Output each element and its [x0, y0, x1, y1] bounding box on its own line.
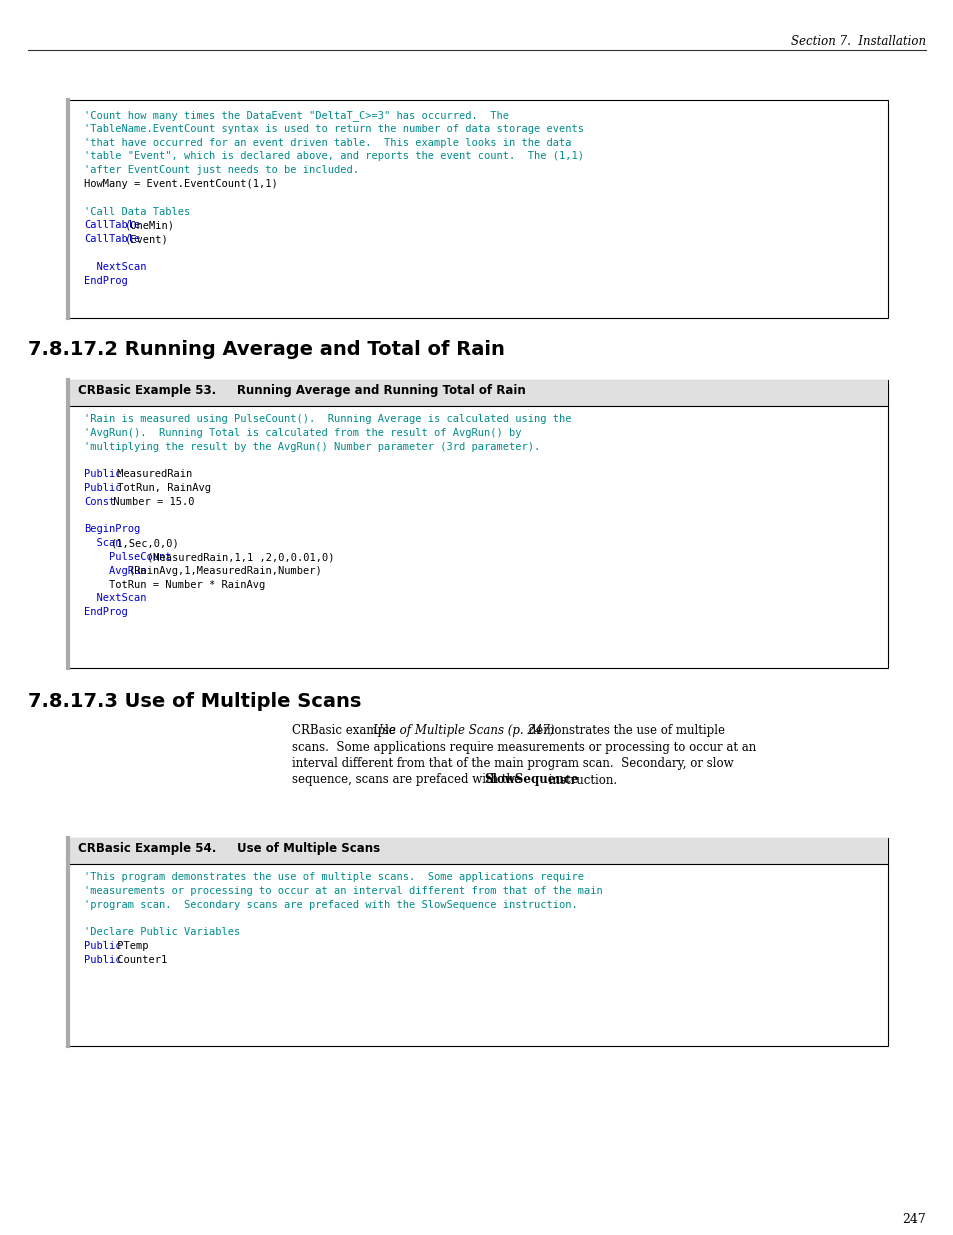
Bar [68, 380, 887, 406]
Text: NextScan: NextScan [84, 593, 147, 604]
Text: 247: 247 [902, 1213, 925, 1226]
Text: CRBasic example: CRBasic example [292, 724, 399, 737]
Bar [68, 839, 887, 864]
Text: (MeasuredRain,1,1 ,2,0,0.01,0): (MeasuredRain,1,1 ,2,0,0.01,0) [147, 552, 335, 562]
Text: Scan: Scan [84, 538, 121, 548]
Text: Public: Public [84, 469, 121, 479]
Text: 'multiplying the result by the AvgRun() Number parameter (3rd parameter).: 'multiplying the result by the AvgRun() … [84, 442, 539, 452]
Bar [68, 839, 887, 1046]
Text: CRBasic Example 53.     Running Average and Running Total of Rain: CRBasic Example 53. Running Average and … [78, 384, 525, 396]
Text: AvgRun: AvgRun [84, 566, 147, 576]
Text: 'TableName.EventCount syntax is used to return the number of data storage events: 'TableName.EventCount syntax is used to … [84, 124, 583, 133]
Text: (Event): (Event) [125, 235, 169, 245]
Text: NextScan: NextScan [84, 262, 147, 272]
Text: CallTable: CallTable [84, 235, 140, 245]
Text: Use of Multiple Scans (p. 247): Use of Multiple Scans (p. 247) [373, 724, 554, 737]
Text: (OneMin): (OneMin) [125, 220, 174, 231]
Text: Counter1: Counter1 [111, 955, 167, 965]
Text: Section 7.  Installation: Section 7. Installation [790, 35, 925, 48]
Text: MeasuredRain: MeasuredRain [111, 469, 193, 479]
Text: TotRun = Number * RainAvg: TotRun = Number * RainAvg [84, 579, 265, 589]
Text: 'Call Data Tables: 'Call Data Tables [84, 206, 190, 216]
Text: Public: Public [84, 955, 121, 965]
Text: 'Count how many times the DataEvent "DeltaT_C>=3" has occurred.  The: 'Count how many times the DataEvent "Del… [84, 110, 509, 121]
Text: 'This program demonstrates the use of multiple scans.  Some applications require: 'This program demonstrates the use of mu… [84, 872, 583, 882]
Text: 'Rain is measured using PulseCount().  Running Average is calculated using the: 'Rain is measured using PulseCount(). Ru… [84, 414, 571, 424]
Text: PulseCount: PulseCount [84, 552, 172, 562]
Text: (RainAvg,1,MeasuredRain,Number): (RainAvg,1,MeasuredRain,Number) [129, 566, 323, 576]
Text: 'program scan.  Secondary scans are prefaced with the SlowSequence instruction.: 'program scan. Secondary scans are prefa… [84, 899, 578, 910]
Text: (1,Sec,0,0): (1,Sec,0,0) [111, 538, 180, 548]
Text: PTemp: PTemp [111, 941, 149, 951]
Text: 'AvgRun().  Running Total is calculated from the result of AvgRun() by: 'AvgRun(). Running Total is calculated f… [84, 427, 521, 437]
Text: TotRun, RainAvg: TotRun, RainAvg [111, 483, 211, 493]
Bar [68, 380, 887, 668]
Text: Public: Public [84, 941, 121, 951]
Text: 'after EventCount just needs to be included.: 'after EventCount just needs to be inclu… [84, 165, 358, 175]
Text: EndProg: EndProg [84, 608, 128, 618]
Text: Public: Public [84, 483, 121, 493]
Text: 'table "Event", which is declared above, and reports the event count.  The (1,1): 'table "Event", which is declared above,… [84, 152, 583, 162]
Text: Number = 15.0: Number = 15.0 [107, 496, 193, 506]
Text: Const: Const [84, 496, 115, 506]
Text: 7.8.17.2 Running Average and Total of Rain: 7.8.17.2 Running Average and Total of Ra… [28, 340, 504, 359]
Text: CallTable: CallTable [84, 220, 140, 231]
Text: interval different from that of the main program scan.  Secondary, or slow: interval different from that of the main… [292, 757, 733, 769]
Text: EndProg: EndProg [84, 275, 128, 285]
Text: CRBasic Example 54.     Use of Multiple Scans: CRBasic Example 54. Use of Multiple Scan… [78, 842, 379, 855]
Bar [68, 100, 887, 317]
Text: sequence, scans are prefaced with the: sequence, scans are prefaced with the [292, 773, 524, 787]
Text: 'Declare Public Variables: 'Declare Public Variables [84, 927, 240, 937]
Text: HowMany = Event.EventCount(1,1): HowMany = Event.EventCount(1,1) [84, 179, 277, 189]
Text: demonstrates the use of multiple: demonstrates the use of multiple [524, 724, 724, 737]
Text: SlowSequence: SlowSequence [484, 773, 578, 787]
Text: 'that have occurred for an event driven table.  This example looks in the data: 'that have occurred for an event driven … [84, 137, 571, 148]
Text: 7.8.17.3 Use of Multiple Scans: 7.8.17.3 Use of Multiple Scans [28, 692, 361, 711]
Text: 'measurements or processing to occur at an interval different from that of the m: 'measurements or processing to occur at … [84, 885, 602, 895]
Text: scans.  Some applications require measurements or processing to occur at an: scans. Some applications require measure… [292, 741, 756, 753]
Text: instruction.: instruction. [544, 773, 617, 787]
Text: BeginProg: BeginProg [84, 525, 140, 535]
